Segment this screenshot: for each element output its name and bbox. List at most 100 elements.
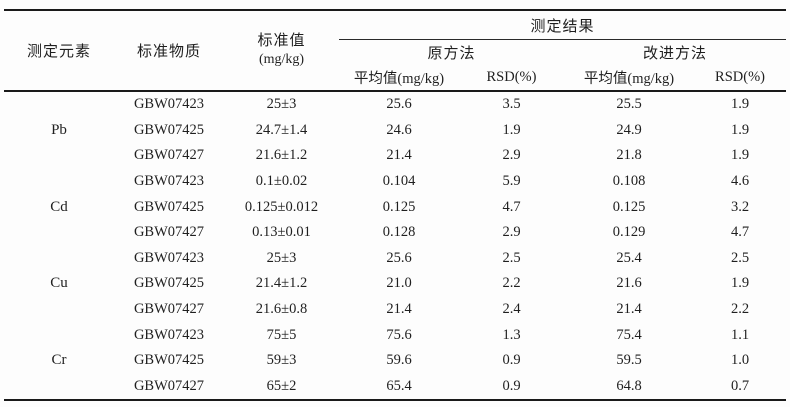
header-method-original: 原方法 [427, 45, 476, 62]
cell-material: GBW07427 [133, 224, 205, 241]
cell-impr-mean: 25.5 [616, 96, 642, 113]
cell-impr-rsd: 2.2 [730, 301, 750, 318]
header-row-2: 原方法 改进方法 [4, 40, 786, 65]
cell-impr-mean: 0.129 [612, 224, 646, 241]
cell-material: GBW07423 [133, 173, 205, 190]
cell-standard: 25±3 [266, 249, 297, 266]
cell-element: Pb [51, 121, 67, 138]
cell-orig-rsd: 2.9 [502, 224, 521, 241]
table-row: GBW07427 65±2 65.4 0.9 64.8 0.7 [4, 374, 786, 401]
table-row: GBW07425 59±3 59.6 0.9 59.5 1.0 [4, 348, 786, 374]
cell-impr-mean: 64.8 [616, 377, 642, 394]
cell-orig-rsd: 2.9 [502, 147, 521, 164]
cell-material: GBW07423 [133, 96, 205, 113]
cell-impr-mean: 59.5 [616, 352, 642, 369]
cell-impr-rsd: 3.2 [730, 198, 750, 215]
cell-material: GBW07427 [133, 301, 205, 318]
cell-impr-mean: 24.9 [616, 121, 642, 138]
header-row-1: 测定元素 标准物质 标准值 (mg/kg) 测定结果 [4, 10, 787, 67]
cell-impr-rsd: 4.7 [730, 224, 750, 241]
cell-orig-rsd: 0.9 [502, 377, 521, 394]
table-row: Cr GBW07423 75±5 75.6 1.3 75.4 1.1 [4, 322, 786, 369]
cell-orig-rsd: 1.9 [502, 121, 521, 138]
table-row: Cd GBW07423 0.1±0.02 0.104 5.9 0.108 4.6 [4, 169, 786, 215]
cell-standard: 59±3 [266, 352, 297, 369]
cell-element: Cd [50, 198, 68, 215]
cell-standard: 0.1±0.02 [255, 173, 308, 190]
cell-orig-rsd: 2.5 [502, 249, 521, 266]
cell-orig-rsd: 0.9 [502, 352, 521, 369]
cell-impr-rsd: 0.7 [730, 377, 750, 394]
header-rsd-improved: RSD(%) [715, 68, 765, 85]
cell-orig-mean: 25.6 [386, 249, 412, 266]
cell-orig-mean: 25.6 [386, 96, 412, 113]
cell-standard: 0.13±0.01 [252, 224, 311, 241]
table-row: Pb GBW07423 25±3 25.6 3.5 25.5 1.9 [4, 91, 786, 138]
cell-standard: 65±2 [266, 377, 297, 394]
header-mean-original: 平均值(mg/kg) [353, 70, 445, 87]
cell-impr-rsd: 1.9 [730, 275, 750, 292]
cell-orig-mean: 24.6 [386, 121, 412, 138]
table-row: GBW07427 21.6±0.8 21.4 2.4 21.4 2.2 [4, 297, 786, 323]
header-results-group: 测定结果 [339, 10, 787, 40]
header-element: 测定元素 [26, 44, 91, 60]
cell-impr-mean: 0.108 [612, 173, 646, 190]
cell-orig-mean: 21.4 [386, 147, 412, 164]
cell-orig-mean: 59.6 [386, 352, 412, 369]
header-mean-improved: 平均值(mg/kg) [583, 70, 675, 87]
cell-impr-mean: 21.6 [616, 275, 642, 292]
cell-orig-rsd: 1.3 [502, 326, 521, 343]
cell-impr-rsd: 1.9 [730, 147, 750, 164]
table-body: Pb GBW07423 25±3 25.6 3.5 25.5 1.9 GBW07… [4, 91, 786, 400]
table-row: GBW07425 0.125±0.012 0.125 4.7 0.125 3.2 [4, 194, 786, 220]
cell-orig-rsd: 5.9 [502, 173, 521, 190]
cell-orig-mean: 65.4 [386, 377, 412, 394]
cell-material: GBW07423 [133, 326, 205, 343]
cell-orig-mean: 0.125 [382, 198, 416, 215]
cell-impr-rsd: 4.6 [730, 173, 750, 190]
cell-impr-rsd: 1.1 [730, 326, 750, 343]
table-row: Cu GBW07423 25±3 25.6 2.5 25.4 2.5 [4, 246, 786, 292]
header-standard-value: 标准值 (mg/kg) [224, 10, 339, 91]
cell-orig-mean: 0.104 [382, 173, 416, 190]
header-standard-value-text: 标准值 [257, 33, 306, 50]
cell-impr-rsd: 1.9 [730, 121, 750, 138]
cell-element: Cu [50, 275, 68, 292]
cell-orig-mean: 75.6 [386, 326, 412, 343]
cell-orig-mean: 21.4 [386, 301, 412, 318]
cell-orig-rsd: 2.4 [502, 301, 521, 318]
cell-material: GBW07425 [133, 352, 205, 369]
header-rsd-original: RSD(%) [486, 68, 537, 85]
cell-impr-rsd: 1.9 [730, 96, 750, 113]
cell-element: Cr [51, 352, 67, 369]
cell-orig-rsd: 4.7 [502, 198, 521, 215]
cell-material: GBW07427 [133, 377, 205, 394]
cell-impr-mean: 21.8 [616, 147, 642, 164]
header-material: 标准物质 [136, 44, 201, 60]
cell-orig-mean: 21.0 [386, 275, 412, 292]
cell-material: GBW07423 [133, 249, 205, 266]
cell-material: GBW07425 [133, 198, 205, 215]
header-standard-value-unit: (mg/kg) [258, 52, 305, 68]
cell-orig-rsd: 2.2 [502, 275, 521, 292]
cell-standard: 24.7±1.4 [255, 121, 308, 138]
cell-standard: 21.6±0.8 [255, 301, 308, 318]
cell-material: GBW07427 [133, 147, 205, 164]
cell-impr-mean: 25.4 [616, 249, 642, 266]
cell-material: GBW07425 [133, 275, 205, 292]
cell-impr-rsd: 1.0 [730, 352, 750, 369]
cell-impr-mean: 75.4 [616, 326, 642, 343]
cell-standard: 21.4±1.2 [255, 275, 308, 292]
table-row: GBW07425 24.7±1.4 24.6 1.9 24.9 1.9 [4, 118, 786, 144]
cell-impr-mean: 0.125 [612, 198, 646, 215]
header-method-improved: 改进方法 [643, 45, 708, 62]
cell-orig-rsd: 3.5 [502, 96, 521, 113]
table-row: GBW07427 21.6±1.2 21.4 2.9 21.8 1.9 [4, 143, 786, 169]
cell-impr-rsd: 2.5 [730, 249, 750, 266]
cell-impr-mean: 21.4 [616, 301, 642, 318]
cell-standard: 75±5 [266, 326, 297, 343]
table-header: 测定元素 标准物质 标准值 (mg/kg) 测定结果 原方法 改进方法 平均值(… [4, 10, 787, 91]
cell-standard: 0.125±0.012 [244, 198, 319, 215]
cell-standard: 21.6±1.2 [255, 147, 308, 164]
